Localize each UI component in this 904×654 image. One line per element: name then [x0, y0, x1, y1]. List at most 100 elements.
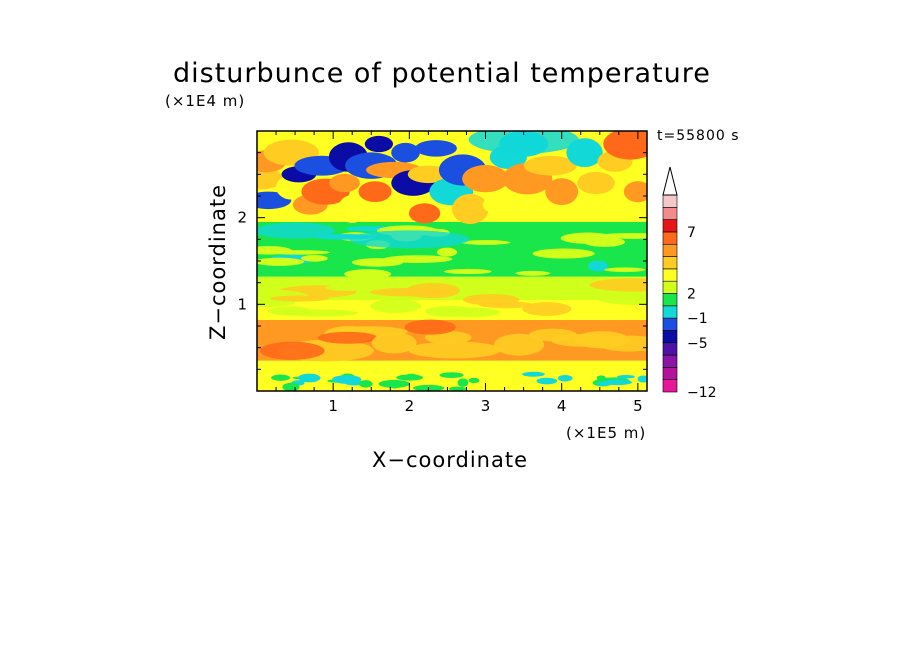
- colorbar-label: 7: [687, 225, 696, 241]
- field-speck: [448, 386, 467, 391]
- field-patch: [589, 278, 647, 292]
- colorbar-segment: [662, 293, 678, 307]
- field-streak: [604, 267, 646, 273]
- field-speck: [457, 378, 469, 387]
- field-patch: [550, 333, 618, 347]
- field-streak: [436, 247, 458, 257]
- field-patch: [406, 282, 460, 299]
- colorbar-label: −12: [687, 385, 717, 401]
- x-tick-label: 4: [557, 397, 567, 415]
- field-patch: [408, 341, 501, 359]
- field-patch: [371, 332, 417, 354]
- colorbar-label: 2: [687, 287, 696, 303]
- field-cell: [452, 193, 489, 225]
- field-cell: [349, 230, 470, 249]
- time-label: t=55800 s: [657, 128, 740, 144]
- colorbar-segment: [662, 305, 678, 319]
- field-speck: [536, 377, 558, 385]
- field-patch: [493, 333, 545, 356]
- colorbar-segment: [662, 330, 678, 344]
- field-streak: [257, 257, 305, 266]
- field-speck: [557, 374, 573, 382]
- x-tick-label: 3: [481, 397, 491, 415]
- field-streak: [257, 246, 292, 255]
- field-streak: [344, 269, 392, 279]
- colorbar-segment: [662, 342, 678, 356]
- field-cell: [408, 203, 441, 224]
- field-cell: [391, 142, 420, 163]
- field-speck: [282, 382, 300, 391]
- field-streak: [300, 255, 328, 262]
- field-streak: [383, 255, 453, 263]
- field-cell: [407, 165, 450, 184]
- colorbar-extend-arrow: [662, 166, 678, 196]
- field-cell: [358, 181, 392, 203]
- field-cell: [566, 138, 603, 168]
- field-patch: [267, 306, 311, 316]
- field-cell: [577, 171, 615, 195]
- field-patch: [370, 299, 422, 313]
- field-speck: [271, 374, 291, 381]
- field-speck: [637, 375, 647, 383]
- y-tick-label: 2: [237, 209, 247, 227]
- x-tick-label: 1: [328, 397, 338, 415]
- field-patch: [325, 284, 368, 291]
- colorbar-segment: [662, 317, 678, 331]
- field-speck: [405, 373, 418, 379]
- field-cell: [257, 222, 336, 239]
- colorbar-segment: [662, 379, 678, 393]
- colorbar-segment: [662, 243, 678, 257]
- colorbar-segment: [662, 231, 678, 245]
- colorbar-label: −1: [687, 311, 708, 327]
- colorbar-segment: [662, 268, 678, 282]
- field-streak: [595, 233, 647, 239]
- x-tick-label: 5: [633, 397, 643, 415]
- field-speck: [616, 374, 635, 379]
- field-streak: [443, 268, 492, 275]
- x-tick-label: 2: [405, 397, 415, 415]
- field-speck: [298, 373, 321, 383]
- field-cell: [523, 155, 577, 176]
- x-axis-multiplier: (×1E5 m): [566, 424, 647, 442]
- colorbar-segment: [662, 256, 678, 270]
- field-cell: [468, 131, 579, 154]
- colorbar-segment: [662, 280, 678, 294]
- field-streak: [532, 248, 595, 259]
- contour-field: [257, 131, 647, 391]
- field-patch: [424, 305, 475, 317]
- colorbar: −12−5−127: [662, 166, 717, 401]
- field-cell: [257, 167, 284, 190]
- colorbar-segment: [662, 207, 678, 220]
- colorbar-segment: [662, 354, 678, 368]
- field-speck: [468, 377, 480, 384]
- field-streak: [583, 237, 626, 247]
- field-speck: [378, 379, 410, 388]
- field-speck: [359, 380, 373, 388]
- y-axis-multiplier: (×1E4 m): [165, 92, 246, 110]
- field-cell: [364, 135, 393, 153]
- field-cell: [462, 165, 509, 193]
- y-axis: 12: [237, 130, 647, 392]
- colorbar-segment: [662, 194, 678, 208]
- field-cell: [545, 178, 579, 206]
- field-streak: [460, 240, 511, 245]
- field-patch: [270, 295, 330, 302]
- colorbar-segment: [662, 367, 678, 380]
- field-cell: [415, 140, 457, 157]
- colorbar-label: −5: [687, 336, 708, 352]
- field-streak: [515, 270, 551, 276]
- field-cell: [338, 195, 367, 223]
- field-cell: [623, 181, 647, 203]
- y-tick-label: 1: [237, 295, 247, 313]
- chart-title: disturbunce of potential temperature: [173, 58, 711, 89]
- field-speck: [332, 375, 362, 384]
- field-patch: [404, 319, 456, 335]
- x-axis: 1 2 3 4 5: [256, 131, 643, 415]
- field-patch: [259, 341, 325, 360]
- field-streak: [587, 260, 609, 272]
- field-cell: [329, 173, 360, 193]
- field-cell: [482, 195, 512, 214]
- field-patch: [522, 302, 572, 316]
- x-axis-label: X−coordinate: [372, 448, 528, 472]
